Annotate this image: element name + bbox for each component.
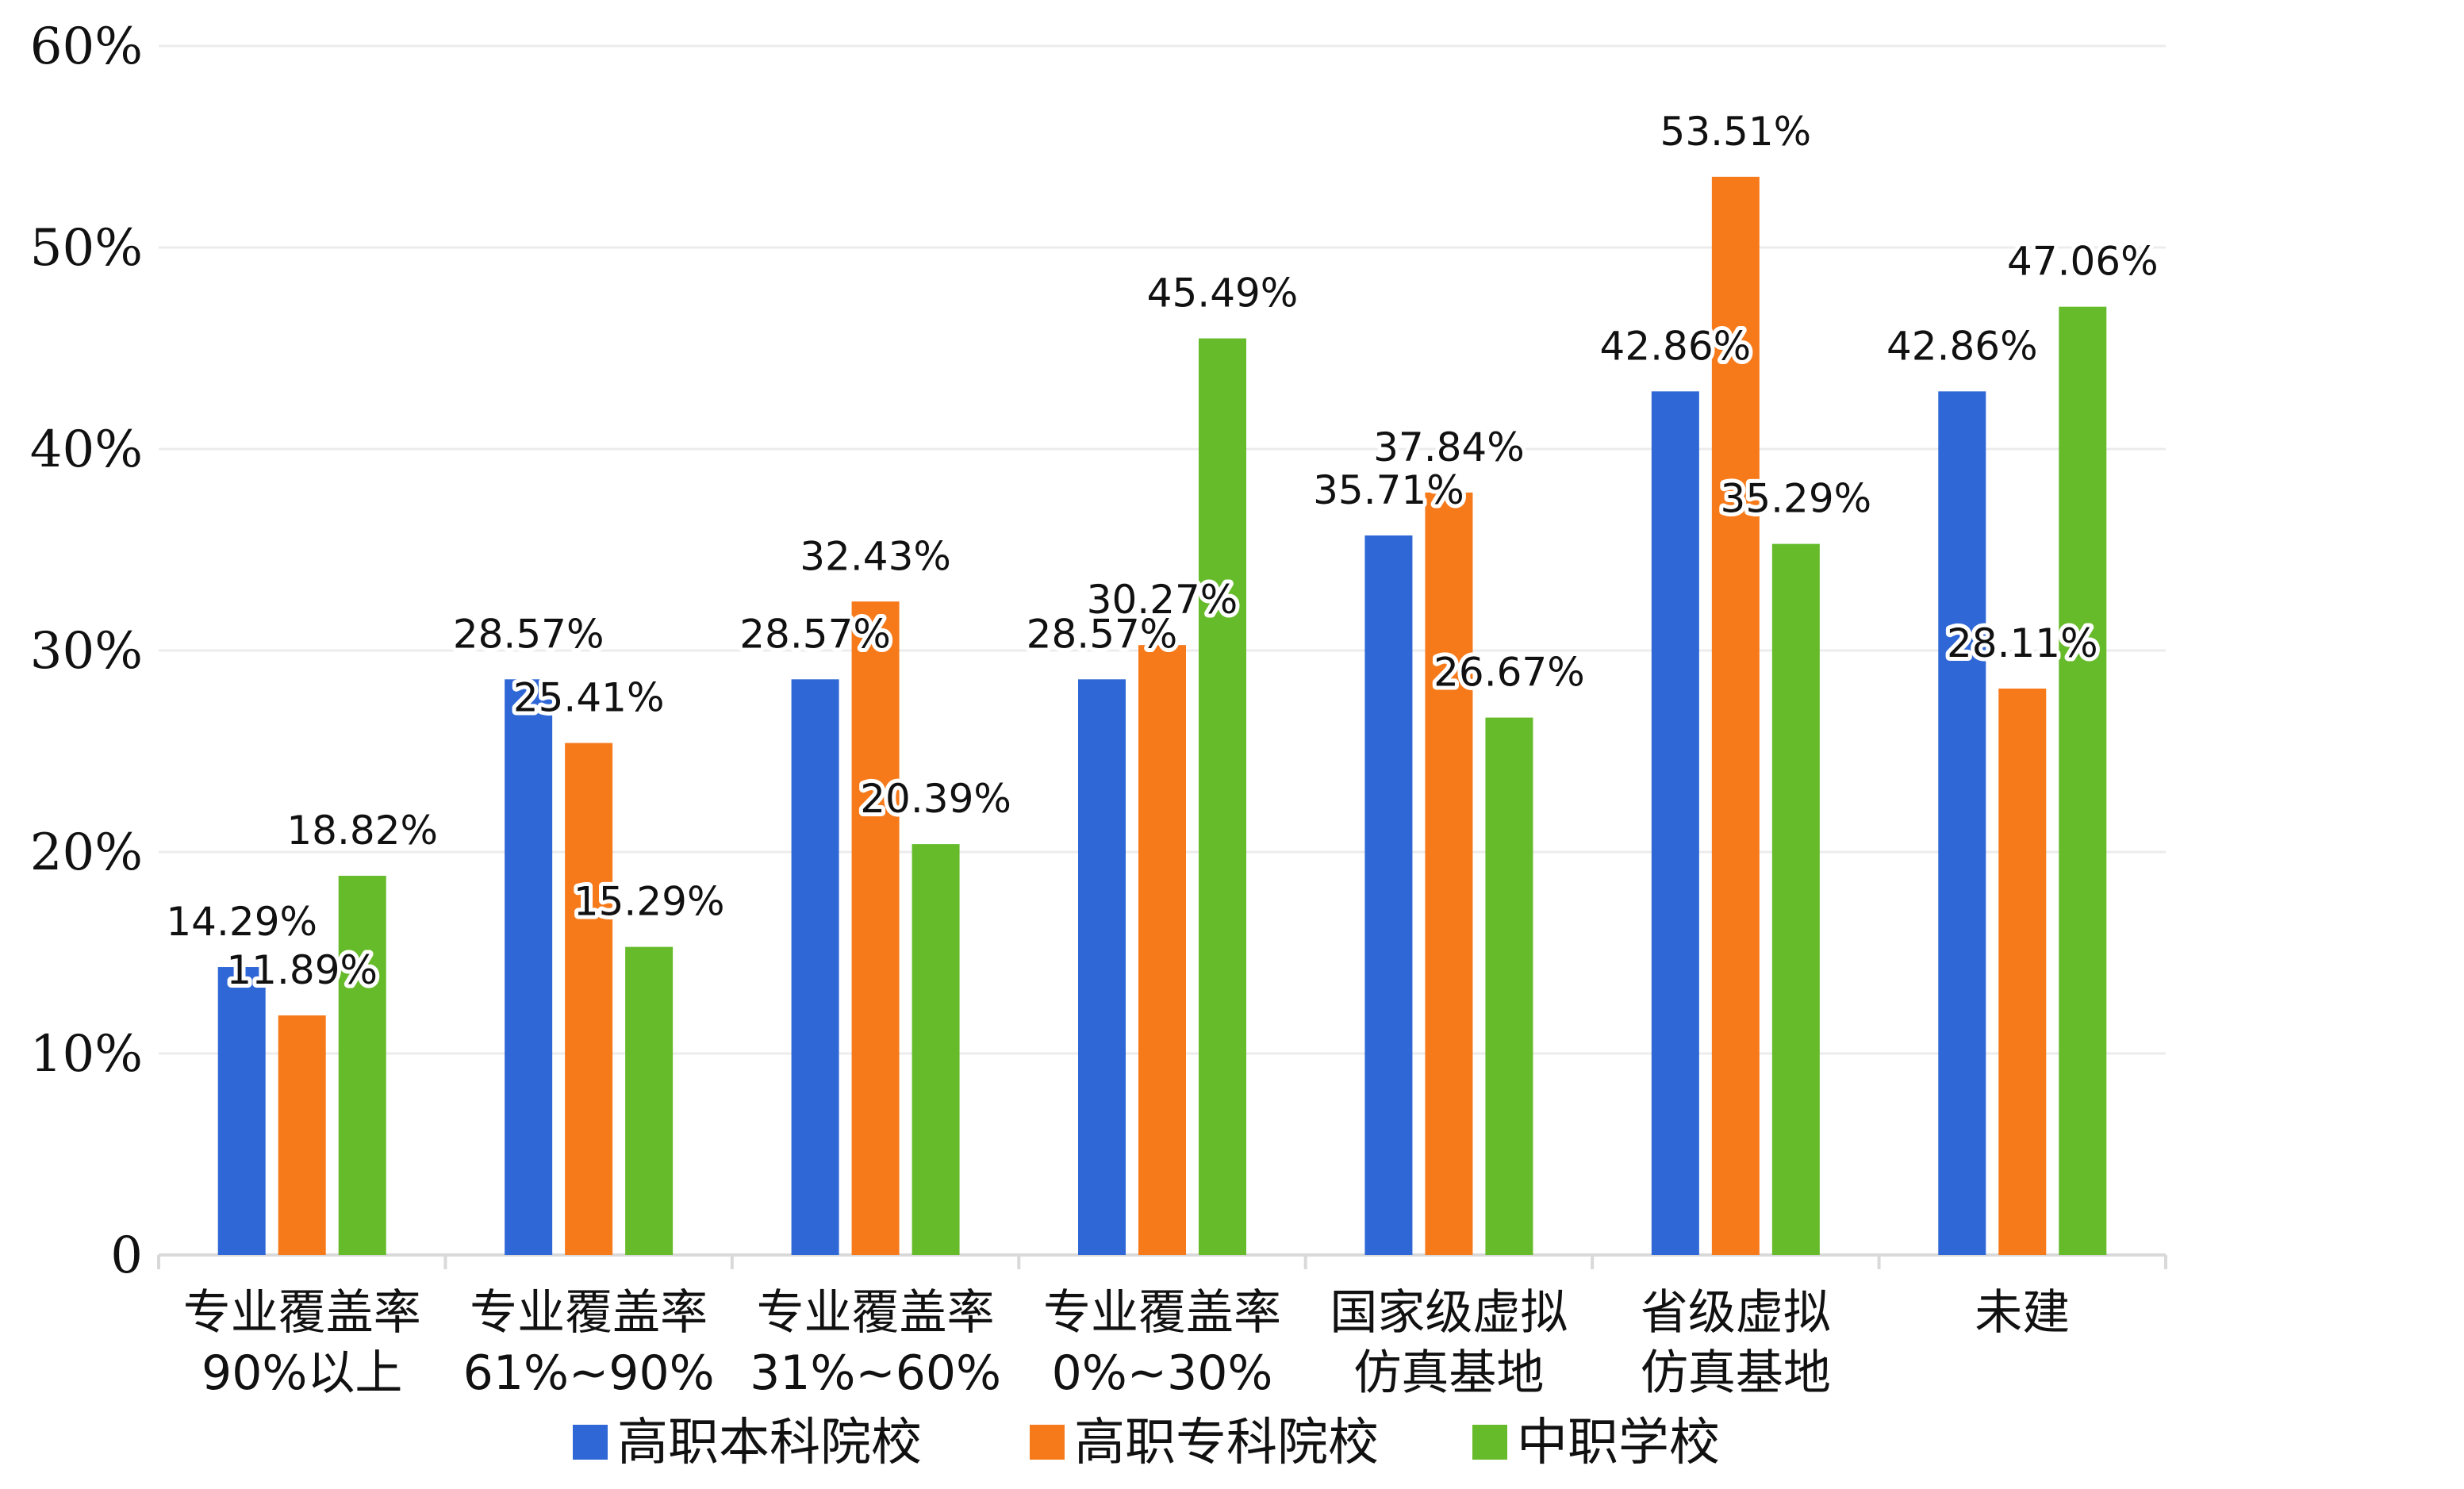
- data-label: 11.89%: [226, 947, 378, 993]
- data-label: 28.11%: [1947, 620, 2098, 666]
- bar: [338, 875, 386, 1255]
- data-label: 32.43%: [800, 533, 951, 579]
- axis-layer: 0 10% 20% 30% 40% 50% 60%: [30, 17, 2167, 1285]
- x-category-label: 省级虚拟: [1641, 1285, 1831, 1341]
- legend-label: 高职专科院校: [1074, 1414, 1379, 1472]
- data-label: 28.57%: [739, 611, 891, 657]
- x-category-label: 专业覆盖率: [1043, 1285, 1281, 1341]
- bar: [217, 967, 266, 1255]
- bar: [1138, 645, 1186, 1255]
- x-category-label: 专业覆盖率: [757, 1285, 995, 1341]
- data-label: 42.86%: [1600, 323, 1752, 369]
- data-label: 45.49%: [1147, 271, 1299, 317]
- bar: [1711, 176, 1760, 1256]
- y-tick-label: 30%: [30, 622, 143, 681]
- data-label: 37.84%: [1373, 424, 1525, 470]
- bar: [505, 679, 553, 1255]
- data-label: 20.39%: [860, 776, 1011, 822]
- data-label: 47.06%: [2007, 239, 2159, 285]
- label-layer: 14.29% 28.57% 28.57% 28.57% 35.71% 42.86% 42.8…: [162, 105, 2162, 997]
- legend-swatch: [573, 1425, 608, 1460]
- bar: [851, 601, 900, 1255]
- data-label: 30.27%: [1087, 577, 1238, 623]
- bar: [1485, 717, 1533, 1255]
- bar: [1199, 338, 1246, 1256]
- bar: [1425, 492, 1473, 1255]
- data-label: 53.51%: [1660, 109, 1812, 155]
- bar: [912, 844, 960, 1255]
- data-label: 15.29%: [574, 879, 725, 925]
- x-category-label: 专业覆盖率: [183, 1285, 421, 1341]
- x-category-label: 仿真基地: [1641, 1345, 1831, 1401]
- y-tick-label: 40%: [30, 420, 143, 479]
- bar: [625, 946, 674, 1255]
- x-category-label: 31%~60%: [750, 1345, 1001, 1401]
- data-label: 28.57%: [453, 611, 604, 657]
- data-label: 25.41%: [513, 675, 665, 721]
- bar: [1938, 391, 1986, 1256]
- bar: [1771, 543, 1820, 1255]
- data-label: 26.67%: [1433, 650, 1585, 696]
- y-tick-label: 0: [110, 1226, 143, 1285]
- category-layer: 专业覆盖率90%以上专业覆盖率61%~90%专业覆盖率31%~60%专业覆盖率0…: [183, 1285, 2071, 1401]
- x-category-label: 90%以上: [201, 1345, 402, 1401]
- bar: [1998, 689, 2047, 1255]
- legend-label: 高职本科院校: [617, 1414, 922, 1472]
- bar: [565, 743, 613, 1255]
- bar: [1364, 535, 1413, 1255]
- bar: [791, 679, 839, 1255]
- data-label: 14.29%: [166, 899, 317, 945]
- bar: [278, 1015, 326, 1255]
- legend-swatch: [1472, 1425, 1507, 1460]
- legend-label: 中职学校: [1517, 1414, 1720, 1472]
- x-category-label: 仿真基地: [1353, 1345, 1544, 1401]
- data-label: 28.57%: [1027, 611, 1178, 657]
- bar-layer: [217, 176, 2107, 1256]
- legend-swatch: [1030, 1425, 1065, 1460]
- y-tick-label: 10%: [30, 1025, 143, 1084]
- data-label: 42.86%: [1886, 323, 2038, 369]
- x-category-label: 0%~30%: [1052, 1345, 1273, 1401]
- x-category-label: 61%~90%: [463, 1345, 715, 1401]
- y-tick-label: 60%: [30, 17, 143, 76]
- data-label: 35.29%: [1721, 476, 1872, 522]
- y-tick-label: 20%: [30, 823, 143, 882]
- y-tick-label: 50%: [30, 219, 143, 278]
- bar: [1651, 391, 1699, 1256]
- bar: [2059, 306, 2107, 1255]
- x-category-label: 专业覆盖率: [470, 1285, 708, 1341]
- data-label: 35.71%: [1313, 467, 1464, 513]
- legend-layer: 高职本科院校 高职专科院校 中职学校: [573, 1414, 1720, 1472]
- x-category-label: 未建: [1975, 1285, 2070, 1341]
- bar: [1078, 679, 1126, 1255]
- data-label: 18.82%: [286, 808, 438, 854]
- x-category-label: 国家级虚拟: [1330, 1285, 1568, 1341]
